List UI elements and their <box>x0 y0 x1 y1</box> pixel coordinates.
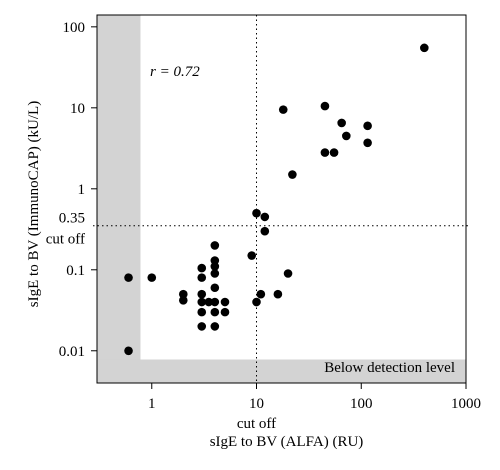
y-cutoff-value-label: 0.35 <box>59 211 85 227</box>
x-tick-label: 1000 <box>451 396 481 412</box>
data-point <box>197 263 207 273</box>
data-point <box>210 241 220 250</box>
data-point <box>342 131 351 141</box>
data-point <box>273 289 283 299</box>
data-points <box>124 43 429 356</box>
data-point <box>178 289 188 299</box>
data-point <box>210 269 220 278</box>
data-point <box>278 105 288 114</box>
y-tick-label: 0.01 <box>59 344 85 360</box>
cutoff-lines <box>93 15 470 387</box>
data-point <box>260 212 270 222</box>
y-axis-label: sIgE to BV (ImmunoCAP) (kU/L) <box>26 101 42 307</box>
y-tick-label: 1 <box>78 182 86 198</box>
y-tick-label: 100 <box>63 20 86 36</box>
data-point <box>260 226 270 236</box>
data-point <box>210 297 220 307</box>
y-tick-label: 0.1 <box>66 263 85 279</box>
data-point <box>210 283 220 293</box>
data-point <box>197 289 207 299</box>
data-point <box>147 273 157 282</box>
data-point <box>320 148 330 157</box>
y-cutoff-label: cut off <box>46 232 85 248</box>
plot-frame <box>96 14 467 384</box>
below-detection-horizontal-band <box>97 359 466 383</box>
data-point <box>210 307 220 317</box>
below-detection-vertical-band <box>97 15 141 383</box>
data-point <box>363 121 372 131</box>
y-axis-ticks: 0.01 0.1 1 10 100 <box>59 20 97 360</box>
data-point <box>204 297 214 307</box>
data-point <box>124 273 133 282</box>
x-axis-label: sIgE to BV (ALFA) (RU) <box>210 434 364 450</box>
data-point <box>197 322 207 331</box>
x-tick-label: 10 <box>249 396 264 412</box>
data-point <box>283 269 293 278</box>
data-point <box>210 322 220 331</box>
data-point <box>329 148 339 157</box>
data-point <box>320 101 330 111</box>
below-detection-region <box>97 15 466 383</box>
x-tick-label: 100 <box>350 396 373 412</box>
x-cutoff-label: cut off <box>237 416 276 432</box>
x-axis-ticks: 1 10 100 1000 <box>148 383 481 412</box>
data-point <box>247 251 257 260</box>
data-point <box>197 307 207 317</box>
data-point <box>124 346 133 356</box>
data-point <box>210 256 220 265</box>
data-point <box>210 262 220 271</box>
correlation-annotation: r = 0.72 <box>150 64 200 80</box>
data-point <box>220 307 230 317</box>
data-point <box>363 138 372 148</box>
data-point <box>288 170 297 179</box>
data-point <box>197 273 207 282</box>
y-tick-label: 10 <box>70 101 85 117</box>
data-point <box>337 118 346 128</box>
data-point <box>197 297 207 307</box>
data-point <box>256 289 266 299</box>
below-detection-label: Below detection level <box>324 360 455 376</box>
data-point <box>252 208 261 218</box>
data-point <box>420 43 429 53</box>
data-point <box>252 297 261 307</box>
x-tick-label: 1 <box>148 396 156 412</box>
data-point <box>220 297 230 307</box>
data-point <box>178 295 188 305</box>
